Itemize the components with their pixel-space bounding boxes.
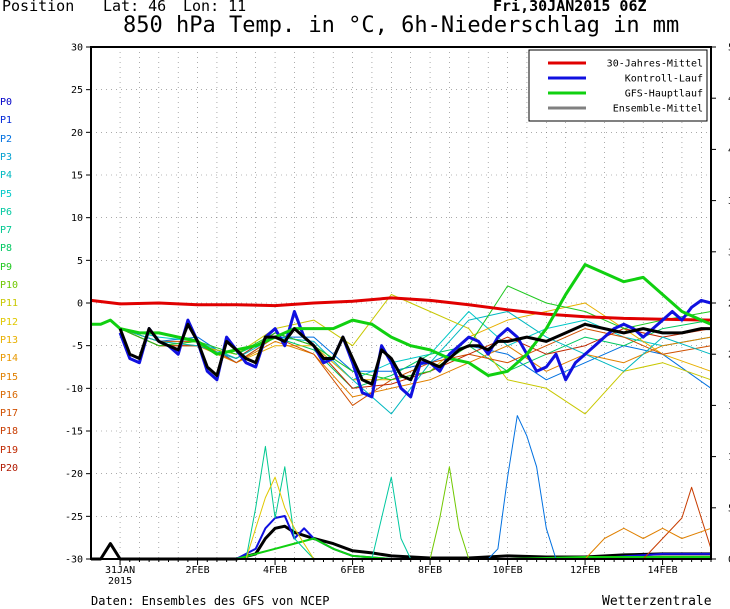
x-tick-label: 6FEB bbox=[341, 565, 365, 576]
member-label-p19: P19 bbox=[0, 444, 19, 456]
page-title: 850 hPa Temp. in °C, 6h-Niederschlag in … bbox=[123, 13, 680, 38]
y-right-tick-label: 10 bbox=[728, 452, 730, 463]
temp-line-p11 bbox=[119, 294, 712, 415]
member-label-p2: P2 bbox=[0, 133, 13, 145]
x-tick-label: 4FEB bbox=[263, 565, 287, 576]
member-label-p9: P9 bbox=[0, 261, 13, 273]
precip-line-p12 bbox=[245, 476, 315, 560]
y-right-tick-label: 40 bbox=[728, 145, 730, 156]
legend-label-gfs-hauptlauf: GFS-Hauptlauf bbox=[625, 89, 703, 100]
y-left-tick-label: 15 bbox=[71, 171, 83, 182]
brand-name: Wetterzentrale bbox=[602, 594, 712, 609]
member-label-p10: P10 bbox=[0, 280, 19, 291]
member-label-p5: P5 bbox=[0, 188, 13, 200]
position-label: Position bbox=[2, 0, 75, 15]
run-label: Fri,30JAN2015 06Z bbox=[493, 0, 647, 15]
member-label-p8: P8 bbox=[0, 243, 13, 255]
y-right-tick-label: 20 bbox=[728, 350, 730, 361]
temp-line-gfs-hauptlauf bbox=[91, 263, 712, 377]
legend: 30-Jahres-Mittel Kontroll-Lauf GFS-Hauptla… bbox=[528, 49, 708, 122]
member-label-p0: P0 bbox=[0, 97, 13, 108]
member-label-p3: P3 bbox=[0, 151, 13, 163]
y-left-tick-label: -10 bbox=[65, 384, 83, 395]
member-label-p1: P1 bbox=[0, 115, 13, 127]
member-label-p20: P20 bbox=[0, 463, 19, 474]
precip-line-p2 bbox=[487, 415, 557, 560]
member-label-p14: P14 bbox=[0, 353, 19, 365]
lon-label: Lon: 11 bbox=[183, 0, 247, 15]
y-left-tick-label: 5 bbox=[77, 256, 83, 267]
member-label-p16: P16 bbox=[0, 389, 19, 401]
y-right-tick-label: 0 bbox=[728, 555, 730, 566]
precip-line-p15 bbox=[584, 527, 712, 560]
y-left-tick-label: 25 bbox=[71, 85, 83, 96]
temp-line-p4 bbox=[119, 311, 712, 415]
y-right-tick-label: 50 bbox=[728, 43, 730, 54]
member-label-p6: P6 bbox=[0, 206, 13, 218]
x-tick-label: 10FEB bbox=[493, 565, 523, 576]
x-tick-label: 2FEB bbox=[186, 565, 210, 576]
member-label-p18: P18 bbox=[0, 426, 19, 438]
temp-line-30-jahres-mittel bbox=[90, 296, 712, 322]
y-left-tick-label: -5 bbox=[71, 341, 83, 352]
legend-label-ensemble-mittel: Ensemble-Mittel bbox=[613, 104, 703, 115]
lat-label: Lat: 46 bbox=[103, 0, 167, 15]
member-label-p7: P7 bbox=[0, 225, 13, 237]
x-tick-label: 8FEB bbox=[418, 565, 442, 576]
data-source: Daten: Ensembles des GFS von NCEP bbox=[91, 594, 330, 608]
temperature-series bbox=[90, 263, 712, 399]
y-left-tick-label: -25 bbox=[65, 512, 83, 523]
precip-line-p18 bbox=[642, 486, 712, 560]
y-left-tick-label: -15 bbox=[65, 427, 83, 438]
y-right-tick-label: 45 bbox=[728, 94, 730, 105]
y-right-tick-label: 15 bbox=[728, 401, 730, 412]
y-left-tick-label: 0 bbox=[77, 299, 83, 310]
member-label-p15: P15 bbox=[0, 371, 19, 383]
legend-label-kontroll-lauf: Kontroll-Lauf bbox=[625, 74, 703, 85]
precip-line-p7 bbox=[245, 445, 315, 560]
legend-label-30-jahres-mittel: 30-Jahres-Mittel bbox=[607, 59, 703, 70]
y-left-tick-label: -20 bbox=[65, 469, 83, 480]
precip-line-p6 bbox=[371, 476, 412, 560]
y-right-tick-label: 25 bbox=[728, 299, 730, 310]
member-label-p17: P17 bbox=[0, 408, 19, 420]
member-label-p12: P12 bbox=[0, 316, 19, 328]
member-label-p11: P11 bbox=[0, 298, 19, 310]
y-left-tick-label: 30 bbox=[71, 43, 83, 54]
member-label-p4: P4 bbox=[0, 170, 13, 182]
y-left-tick-label: 20 bbox=[71, 128, 83, 139]
member-label-p13: P13 bbox=[0, 334, 19, 346]
temp-line-p9 bbox=[119, 285, 712, 381]
temp-line-ensemble-mittel bbox=[118, 322, 711, 386]
precip-line-p10 bbox=[429, 466, 470, 560]
x-tick-label: 12FEB bbox=[570, 565, 600, 576]
y-right-tick-label: 30 bbox=[728, 247, 730, 258]
x-tick-label: 31JAN bbox=[105, 565, 135, 576]
y-left-tick-label: 10 bbox=[71, 213, 83, 224]
y-right-tick-label: 35 bbox=[728, 196, 730, 207]
y-left-tick-label: -30 bbox=[65, 555, 83, 566]
y-right-tick-label: 5 bbox=[728, 503, 730, 514]
x-tick-label: 14FEB bbox=[648, 565, 678, 576]
axes: -30 -25 -20 -15 -10 -5 0 5 10 15 20 25 30 0 5 10 15 20 25 3… bbox=[65, 43, 730, 588]
x-tick-sublabel: 2015 bbox=[108, 576, 132, 587]
